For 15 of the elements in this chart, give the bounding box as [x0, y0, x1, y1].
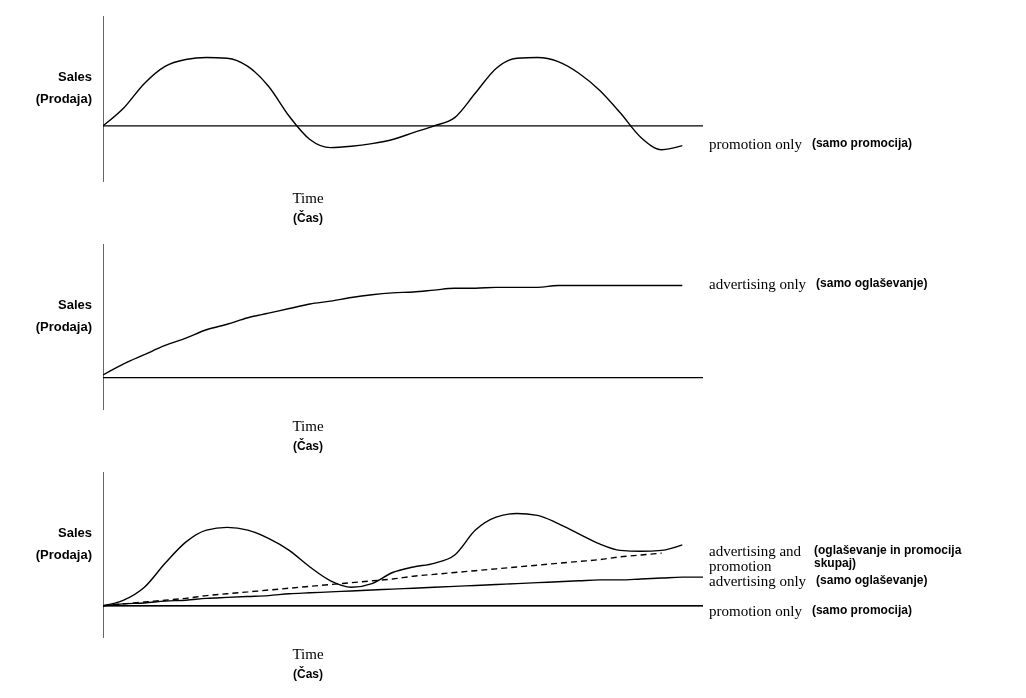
y-axis-title: Sales (Prodaja) [34, 523, 92, 564]
text: (samo oglaševanje) [816, 275, 929, 290]
series-label: promotion only [709, 603, 802, 620]
y-axis-title: Sales (Prodaja) [34, 67, 92, 108]
text: (oglaševanje in promocija skupaj) [814, 543, 963, 571]
series-label: advertising only [709, 275, 807, 292]
text: (samo promocija) [811, 603, 913, 618]
x-axis-title: Time (Čas) [291, 417, 325, 455]
series-label: promotion only [709, 135, 802, 152]
x-axis-title: Time (Čas) [291, 645, 325, 683]
text: (samo oglaševanje) [816, 573, 929, 588]
x-axis-title: Time (Čas) [291, 189, 325, 227]
text: (samo promocija) [811, 135, 913, 150]
y-axis-title: Sales (Prodaja) [34, 295, 92, 336]
series-label: advertising only [709, 573, 807, 590]
